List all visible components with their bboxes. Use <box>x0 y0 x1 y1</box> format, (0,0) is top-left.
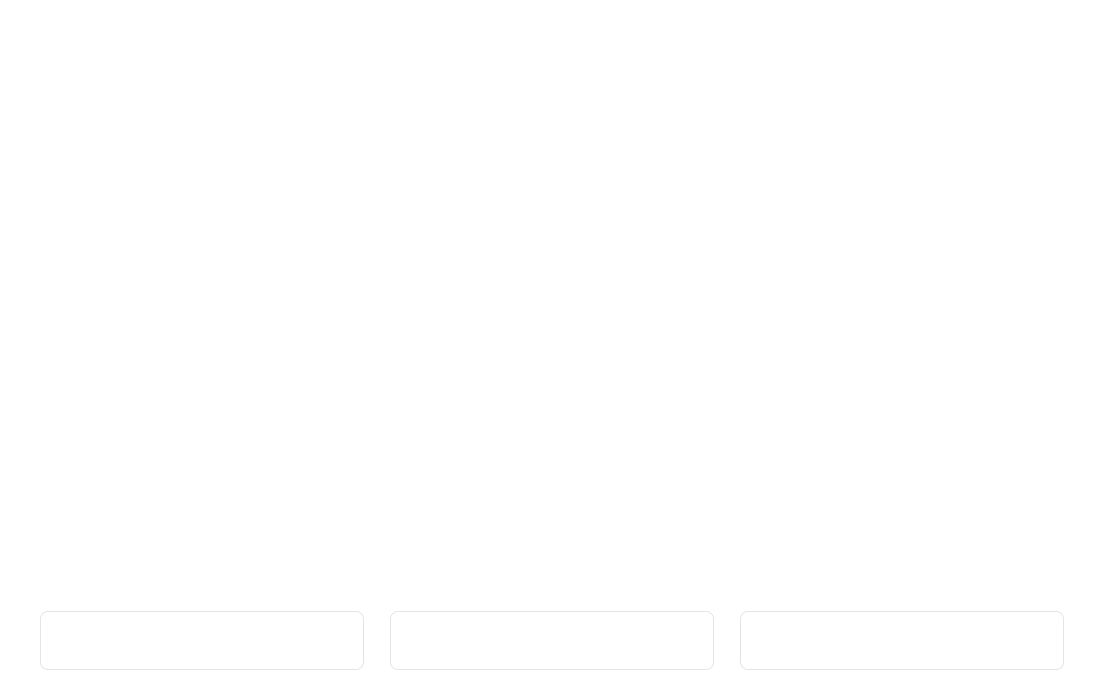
legend-title-min <box>194 636 211 645</box>
gauge-chart <box>0 0 1104 560</box>
legend-title-max <box>894 636 911 645</box>
dot-icon <box>544 636 553 645</box>
legend-card-max <box>740 611 1064 670</box>
dot-icon <box>894 636 903 645</box>
dot-icon <box>194 636 203 645</box>
legend-card-avg <box>390 611 714 670</box>
legend-title-avg <box>544 636 561 645</box>
legend-card-min <box>40 611 364 670</box>
gauge-container <box>0 0 1104 560</box>
legend-row <box>40 611 1064 670</box>
